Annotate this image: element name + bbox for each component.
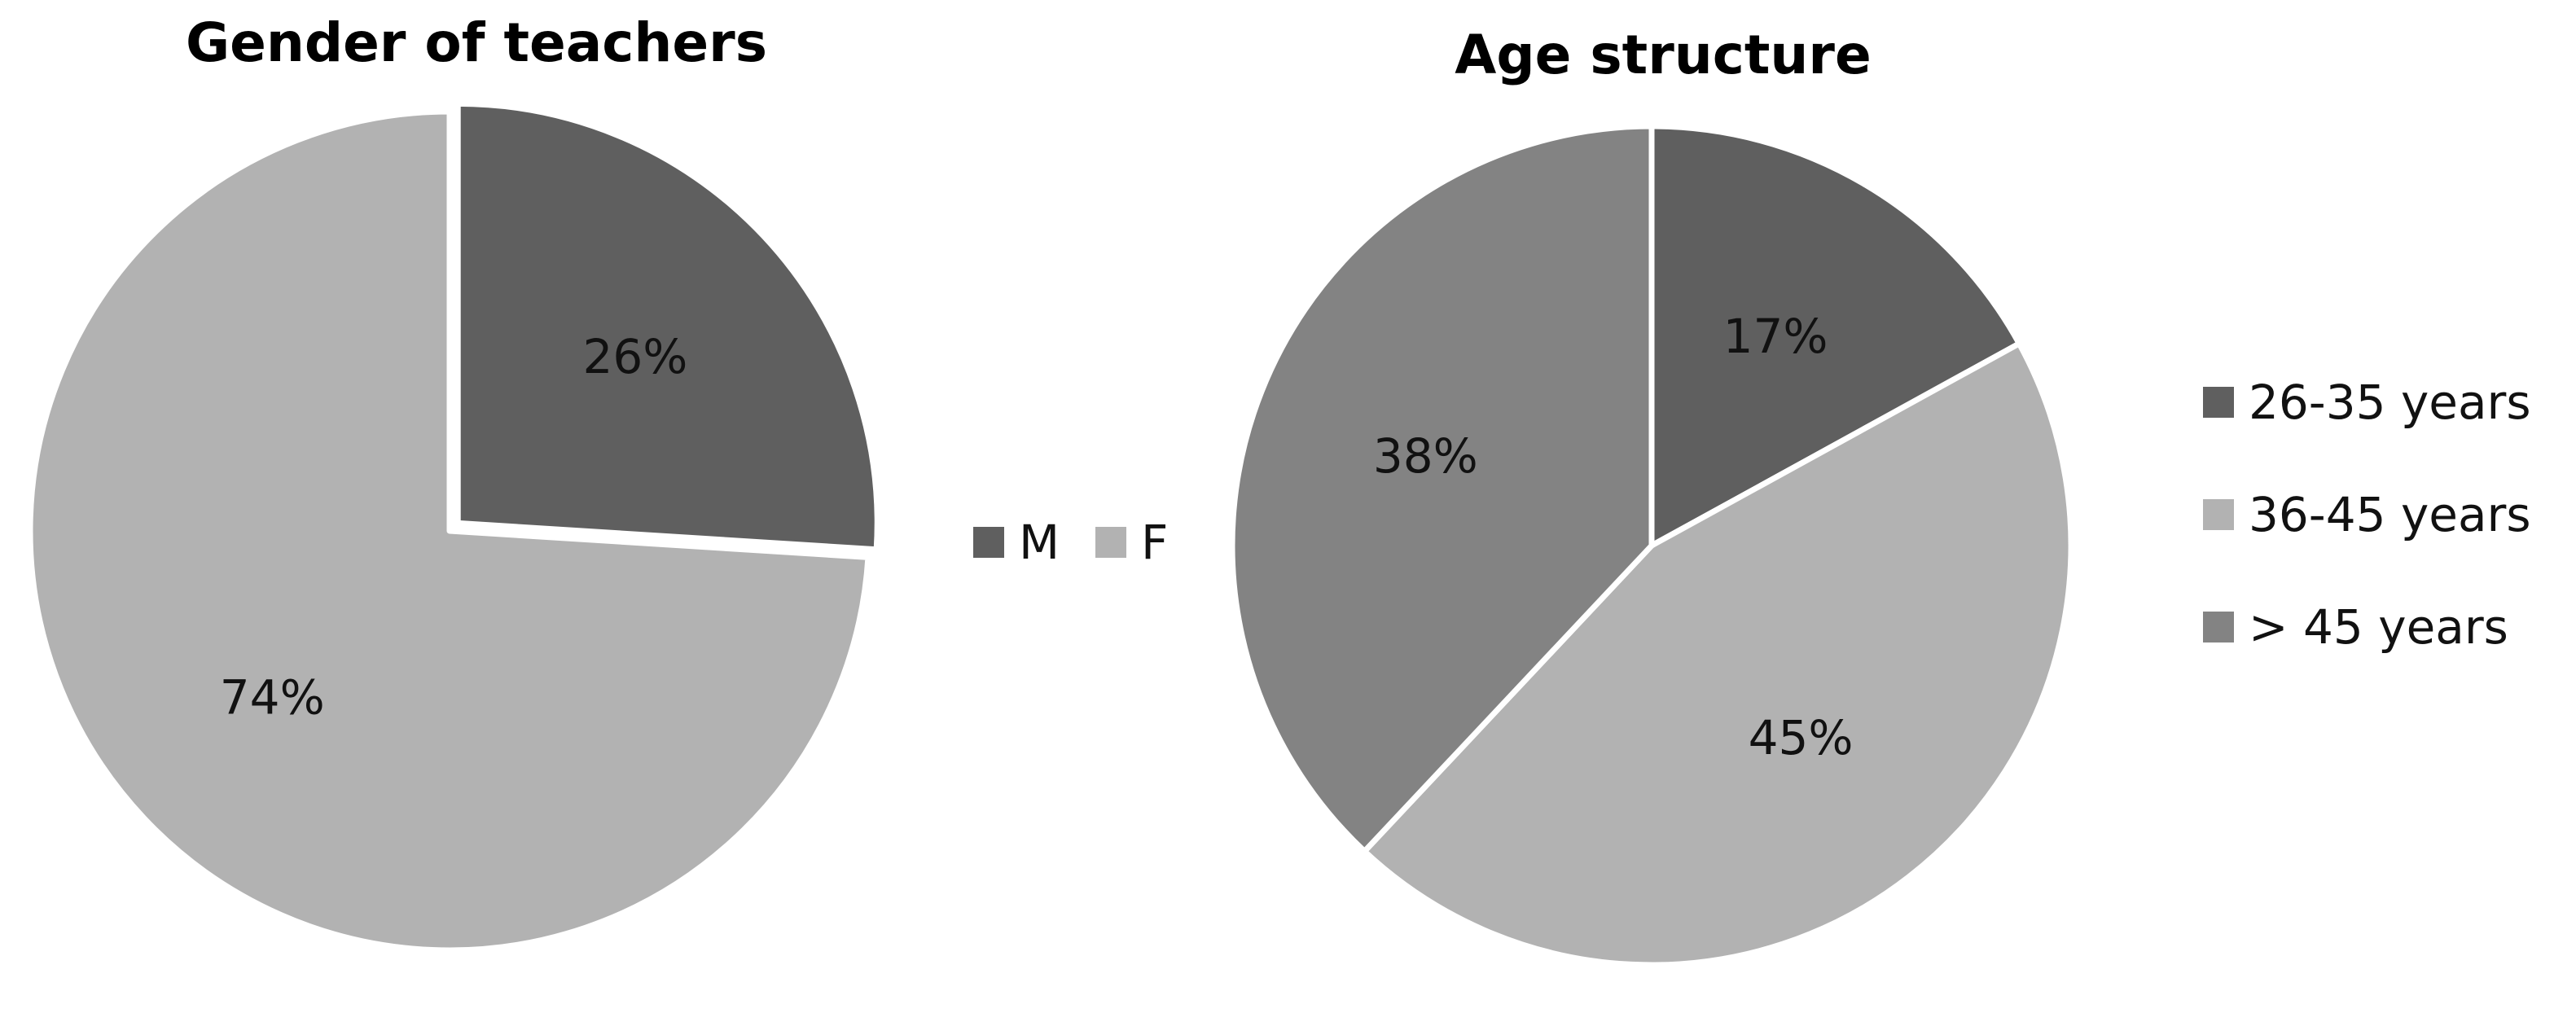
age-slice-36-45-years — [1361, 340, 2074, 968]
age-chart-title: Age structure — [1455, 24, 1871, 86]
age-data-label-over-45-years: 38% — [1373, 428, 1478, 484]
age-legend-swatch-over-45-years — [2203, 612, 2234, 642]
gender-pie-slices — [27, 100, 880, 954]
gender-data-label-m: 26% — [582, 329, 687, 384]
gender-slice-f — [27, 108, 871, 954]
gender-slice-m — [454, 100, 880, 553]
gender-legend-label-f: F — [1141, 515, 1168, 570]
gender-legend-label-m: M — [1019, 515, 1060, 570]
gender-data-label-f: 74% — [220, 669, 325, 725]
gender-legend-swatch-m — [973, 527, 1004, 558]
age-legend-label-26-35-years: 26-35 years — [2249, 375, 2531, 430]
age-pie-chart: Age structure 17% 45% 38% 26-35 years 36-45… — [1229, 24, 2531, 968]
age-slice-over-45-years — [1229, 123, 1655, 854]
gender-pie-data-labels: 26% 74% — [220, 329, 688, 726]
age-legend-swatch-26-35-years — [2203, 387, 2234, 418]
age-pie-data-labels: 17% 45% 38% — [1373, 309, 1854, 765]
age-data-label-36-45-years: 45% — [1749, 710, 1854, 765]
age-pie-slices — [1229, 123, 2074, 968]
age-legend-label-36-45-years: 36-45 years — [2249, 487, 2531, 542]
age-legend-label-over-45-years: > 45 years — [2249, 599, 2508, 655]
gender-legend-swatch-f — [1095, 527, 1126, 558]
age-data-label-26-35-years: 17% — [1723, 309, 1828, 364]
age-legend-swatch-36-45-years — [2203, 499, 2234, 530]
gender-chart-title: Gender of teachers — [186, 11, 767, 74]
age-slice-26-35-years — [1648, 123, 2022, 549]
age-legend: 26-35 years 36-45 years > 45 years — [2203, 375, 2531, 655]
